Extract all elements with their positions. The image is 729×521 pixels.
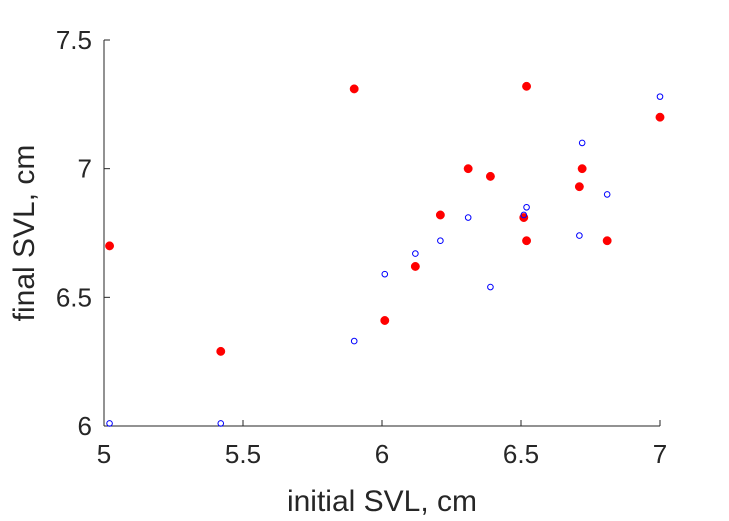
y-ticks: 6 6.5 7 7.5	[56, 25, 110, 441]
data-point-filled	[410, 262, 420, 271]
y-tick-label: 6.5	[56, 282, 92, 312]
data-point-open	[520, 211, 528, 219]
data-point-filled	[574, 182, 584, 192]
data-point-open	[576, 232, 583, 239]
y-tick-label: 6	[78, 411, 92, 441]
x-ticks: 5 5.5 6 6.5 7	[97, 420, 667, 469]
data-point-open	[523, 203, 530, 211]
x-axis-label: initial SVL, cm	[287, 485, 477, 518]
data-point-filled	[485, 171, 495, 181]
data-point-open	[578, 139, 586, 147]
data-point-filled	[105, 241, 115, 251]
data-point-filled	[380, 316, 390, 325]
x-tick-label: 6	[375, 439, 389, 469]
data-point-filled	[216, 346, 226, 356]
data-point-filled	[522, 81, 532, 91]
data-point-filled	[349, 84, 359, 94]
data-point-open	[487, 283, 494, 291]
data-point-filled	[602, 236, 612, 246]
data-point-open	[412, 250, 419, 257]
data-point-open	[217, 420, 225, 427]
data-points	[105, 81, 665, 427]
data-point-filled	[435, 210, 445, 220]
y-tick-label: 7.5	[56, 25, 92, 55]
y-tick-label: 7	[78, 154, 92, 184]
data-point-filled	[463, 164, 473, 174]
data-point-open	[350, 337, 358, 345]
data-point-open	[381, 270, 389, 278]
data-point-filled	[522, 236, 532, 246]
data-point-open	[656, 93, 664, 100]
data-point-open	[464, 214, 472, 221]
x-tick-label: 5.5	[225, 439, 261, 469]
data-point-open	[106, 420, 113, 427]
y-axis-label: final SVL, cm	[8, 145, 41, 322]
data-point-open	[603, 191, 611, 198]
data-point-open	[437, 237, 444, 245]
axes	[103, 40, 660, 427]
data-point-filled	[655, 112, 665, 122]
data-point-filled	[577, 164, 587, 174]
x-tick-label: 6.5	[503, 439, 539, 469]
x-tick-label: 7	[653, 439, 667, 469]
x-tick-label: 5	[97, 439, 111, 469]
